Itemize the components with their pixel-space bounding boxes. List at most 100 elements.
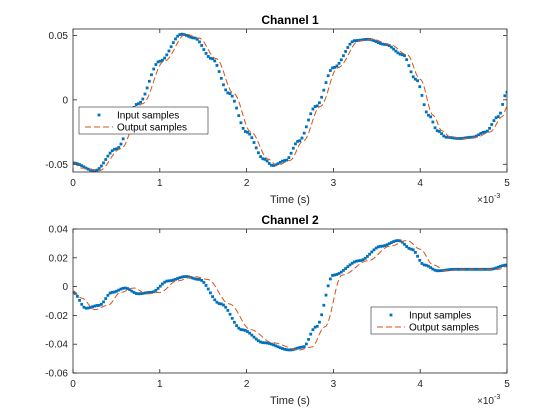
data-point bbox=[256, 339, 260, 343]
y-tick-label: 0 bbox=[62, 95, 68, 106]
data-point bbox=[232, 99, 236, 103]
data-point bbox=[185, 275, 188, 278]
data-point bbox=[102, 300, 105, 304]
data-point bbox=[355, 39, 358, 42]
data-point bbox=[248, 331, 252, 335]
data-point bbox=[374, 246, 378, 250]
data-point bbox=[296, 346, 300, 350]
data-point bbox=[337, 272, 341, 275]
data-point bbox=[372, 248, 376, 252]
data-point bbox=[414, 250, 417, 254]
data-point bbox=[145, 86, 149, 90]
data-point bbox=[252, 335, 256, 339]
data-point bbox=[339, 270, 343, 274]
data-point bbox=[466, 136, 470, 139]
data-point bbox=[150, 290, 153, 294]
y-tick-label: -0.05 bbox=[45, 160, 68, 171]
x-axis-label: Time (s) bbox=[270, 194, 310, 206]
data-point bbox=[237, 326, 241, 330]
data-point bbox=[158, 59, 162, 63]
data-point bbox=[274, 344, 278, 348]
data-point bbox=[158, 284, 162, 288]
data-point bbox=[263, 341, 267, 345]
data-point bbox=[363, 38, 367, 41]
series-input-markers bbox=[73, 239, 507, 352]
data-point bbox=[226, 309, 230, 312]
legend-label: Output samples bbox=[117, 123, 187, 134]
data-point bbox=[379, 42, 382, 45]
data-point bbox=[91, 169, 95, 172]
x-tick-label: 4 bbox=[417, 379, 423, 390]
data-point bbox=[115, 289, 119, 293]
data-point bbox=[163, 280, 166, 284]
data-point bbox=[370, 250, 374, 254]
data-point bbox=[228, 312, 232, 316]
data-point bbox=[400, 240, 404, 244]
data-point bbox=[475, 134, 478, 138]
data-point bbox=[414, 77, 417, 81]
data-point bbox=[211, 295, 214, 298]
data-point bbox=[407, 64, 411, 67]
legend-swatch-input bbox=[389, 313, 393, 317]
axes-box bbox=[72, 28, 508, 173]
data-point bbox=[440, 132, 443, 136]
data-point bbox=[457, 267, 461, 271]
data-point bbox=[209, 291, 212, 295]
data-point bbox=[121, 137, 125, 141]
data-point bbox=[381, 244, 385, 248]
data-point bbox=[117, 288, 121, 292]
data-point bbox=[429, 115, 433, 119]
data-point bbox=[161, 282, 164, 286]
y-tick-label: -0.06 bbox=[45, 369, 68, 380]
data-point bbox=[272, 343, 276, 347]
plot-content bbox=[73, 239, 507, 352]
data-point bbox=[311, 328, 315, 332]
data-point bbox=[80, 164, 84, 168]
data-point bbox=[387, 44, 391, 47]
data-point bbox=[390, 241, 393, 244]
data-point bbox=[424, 263, 428, 267]
data-point bbox=[440, 269, 443, 272]
data-point bbox=[503, 263, 507, 267]
data-point bbox=[93, 304, 97, 308]
data-point bbox=[246, 130, 249, 134]
data-point bbox=[324, 293, 328, 297]
data-point bbox=[387, 242, 391, 246]
data-point bbox=[239, 328, 243, 331]
data-point bbox=[416, 254, 419, 258]
data-point bbox=[318, 320, 321, 324]
data-point bbox=[128, 288, 132, 292]
data-point bbox=[86, 167, 90, 171]
data-point bbox=[505, 263, 507, 267]
x-tick-label: 1 bbox=[157, 379, 163, 390]
data-point bbox=[307, 337, 310, 341]
data-point bbox=[355, 259, 358, 263]
data-point bbox=[250, 136, 254, 140]
data-point bbox=[206, 55, 210, 58]
data-point bbox=[464, 136, 467, 140]
data-point bbox=[78, 163, 81, 166]
data-point bbox=[431, 267, 435, 271]
data-point bbox=[451, 267, 454, 271]
legend-box bbox=[78, 106, 209, 135]
data-point bbox=[169, 45, 173, 49]
data-point bbox=[200, 279, 204, 282]
data-point bbox=[187, 275, 190, 279]
data-point bbox=[104, 297, 108, 300]
data-point bbox=[418, 258, 422, 262]
data-point bbox=[376, 41, 380, 44]
data-point bbox=[420, 262, 424, 265]
data-point bbox=[326, 74, 330, 78]
data-point bbox=[213, 298, 217, 302]
data-point bbox=[350, 261, 354, 265]
data-point bbox=[187, 34, 190, 38]
data-point bbox=[165, 279, 169, 283]
data-point bbox=[442, 134, 446, 138]
data-point bbox=[483, 267, 487, 271]
data-point bbox=[147, 291, 151, 294]
data-point bbox=[385, 243, 389, 247]
data-point bbox=[237, 114, 241, 118]
data-point bbox=[298, 346, 302, 349]
data-point bbox=[309, 112, 313, 116]
